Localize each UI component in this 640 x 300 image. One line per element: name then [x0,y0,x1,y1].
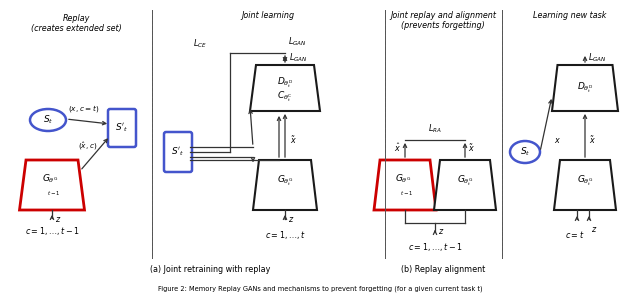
Text: $L_{CE}$: $L_{CE}$ [193,38,207,50]
Text: $G_{\theta^{\mathsf{G}}_t}$: $G_{\theta^{\mathsf{G}}_t}$ [457,174,473,188]
Text: $z$: $z$ [55,214,61,224]
Text: $G_{\theta^{\mathsf{G}}}$: $G_{\theta^{\mathsf{G}}}$ [42,173,58,185]
Text: $(\hat{x}, c)$: $(\hat{x}, c)$ [78,140,98,152]
FancyBboxPatch shape [164,132,192,172]
Text: $z$: $z$ [438,227,444,236]
Polygon shape [552,65,618,111]
Text: $L_{GAN}$: $L_{GAN}$ [288,35,307,48]
Text: $S'_t$: $S'_t$ [115,122,129,134]
Text: $D_{\theta^{\mathsf{D}}_t}$: $D_{\theta^{\mathsf{D}}_t}$ [577,81,593,95]
Text: $S_t$: $S_t$ [43,114,53,126]
Text: (b) Replay alignment: (b) Replay alignment [401,265,485,274]
Ellipse shape [30,109,66,131]
Text: Replay
(creates extended set): Replay (creates extended set) [31,14,122,33]
Text: $c=1,\ldots,t$: $c=1,\ldots,t$ [264,229,305,241]
Text: $\tilde{x}$: $\tilde{x}$ [468,142,475,154]
Text: $L_{GAN}$: $L_{GAN}$ [588,52,607,64]
Text: $c{=}t$: $c{=}t$ [565,229,585,240]
Text: $\hat{x}$: $\hat{x}$ [394,142,401,154]
Ellipse shape [510,141,540,163]
Polygon shape [374,160,436,210]
Text: $G_{\theta^{\mathsf{G}}}$: $G_{\theta^{\mathsf{G}}}$ [395,173,411,185]
Text: Figure 2: Memory Replay GANs and mechanisms to prevent forgetting (for a given c: Figure 2: Memory Replay GANs and mechani… [157,285,483,292]
Polygon shape [554,160,616,210]
Text: $_{t-1}$: $_{t-1}$ [47,188,61,197]
Text: $C_{\theta^{\mathsf{C}}_t}$: $C_{\theta^{\mathsf{C}}_t}$ [277,90,292,104]
Text: $G_{\theta^{\mathsf{G}}_t}$: $G_{\theta^{\mathsf{G}}_t}$ [277,174,293,188]
Text: $\tilde{x}$: $\tilde{x}$ [290,134,297,146]
Text: Learning new task: Learning new task [533,11,607,20]
Text: $L_{RA}$: $L_{RA}$ [428,122,442,135]
Text: Joint replay and alignment
(prevents forgetting): Joint replay and alignment (prevents for… [390,11,496,30]
Text: $L_{GAN}$: $L_{GAN}$ [289,52,308,64]
FancyBboxPatch shape [108,109,136,147]
Polygon shape [250,65,320,111]
Polygon shape [19,160,84,210]
Text: $\tilde{x}$: $\tilde{x}$ [589,134,596,146]
Text: $(x, c=t)$: $(x, c=t)$ [68,103,100,114]
Polygon shape [253,160,317,210]
Text: $S'_t$: $S'_t$ [172,146,184,158]
Text: $z$: $z$ [591,225,597,234]
Text: Joint learning: Joint learning [241,11,294,20]
Polygon shape [434,160,496,210]
Text: $z$: $z$ [288,215,294,224]
Text: $c=1,\ldots,t-1$: $c=1,\ldots,t-1$ [408,241,462,253]
Text: $G_{\theta^{\mathsf{G}}_t}$: $G_{\theta^{\mathsf{G}}_t}$ [577,174,593,188]
Text: $x$: $x$ [554,136,561,145]
Text: $c=1,\ldots,t-1$: $c=1,\ldots,t-1$ [24,225,79,237]
Text: $S_t$: $S_t$ [520,146,530,158]
Text: (a) Joint retraining with replay: (a) Joint retraining with replay [150,265,270,274]
Text: $D_{\theta^{\mathsf{D}}_t}$: $D_{\theta^{\mathsf{D}}_t}$ [277,76,293,90]
Text: $_{t-1}$: $_{t-1}$ [400,188,414,197]
